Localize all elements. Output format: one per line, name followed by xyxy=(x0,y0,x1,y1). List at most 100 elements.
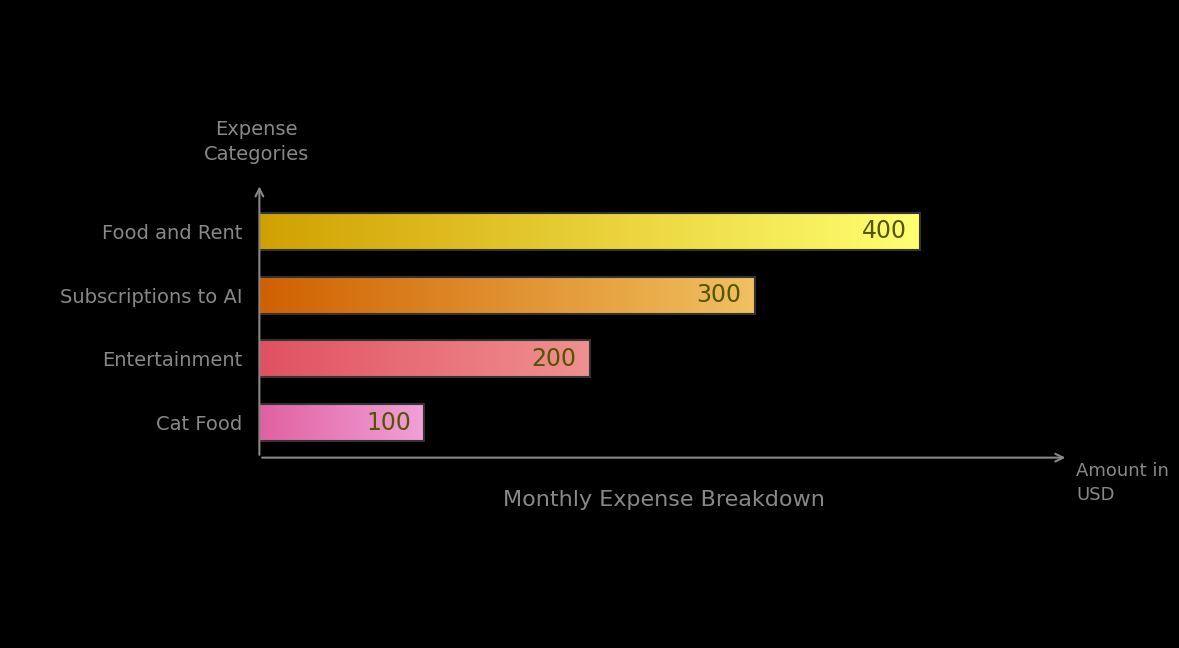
Bar xyxy=(585,213,588,250)
Bar xyxy=(354,277,356,314)
Bar xyxy=(337,277,340,314)
Bar xyxy=(706,213,710,250)
Bar xyxy=(581,340,584,377)
Bar xyxy=(710,277,712,314)
Bar xyxy=(277,340,279,377)
Bar xyxy=(297,213,299,250)
Bar xyxy=(882,213,885,250)
Bar xyxy=(737,277,739,314)
Bar xyxy=(612,213,614,250)
Bar xyxy=(558,340,560,377)
Bar xyxy=(470,213,474,250)
Bar xyxy=(270,213,274,250)
Bar xyxy=(581,213,584,250)
Bar xyxy=(487,277,489,314)
Bar xyxy=(722,213,725,250)
Bar xyxy=(408,404,410,441)
Bar xyxy=(573,277,575,314)
Bar xyxy=(554,213,558,250)
Bar xyxy=(627,213,630,250)
Bar xyxy=(633,213,637,250)
Bar xyxy=(350,340,353,377)
Bar xyxy=(394,404,395,441)
Bar xyxy=(354,404,355,441)
Bar xyxy=(348,213,350,250)
Bar xyxy=(516,340,519,377)
Bar xyxy=(292,277,295,314)
Bar xyxy=(743,277,745,314)
Bar xyxy=(364,404,365,441)
Bar xyxy=(285,277,289,314)
Bar xyxy=(309,404,310,441)
Bar xyxy=(408,404,409,441)
Bar xyxy=(598,213,601,250)
Bar xyxy=(414,213,416,250)
Bar xyxy=(414,340,415,377)
Bar xyxy=(567,213,571,250)
Bar xyxy=(285,340,288,377)
Bar xyxy=(341,404,342,441)
Bar xyxy=(401,404,402,441)
Bar xyxy=(367,213,370,250)
Bar xyxy=(513,340,514,377)
Bar xyxy=(400,404,401,441)
Bar xyxy=(465,340,466,377)
Bar xyxy=(368,277,370,314)
Bar xyxy=(516,213,520,250)
Bar xyxy=(329,404,330,441)
Bar xyxy=(305,404,307,441)
Bar xyxy=(666,213,670,250)
Bar xyxy=(473,340,475,377)
Bar xyxy=(387,404,388,441)
Bar xyxy=(584,340,586,377)
Bar xyxy=(298,404,299,441)
Bar xyxy=(383,340,386,377)
Bar xyxy=(466,277,468,314)
Bar xyxy=(437,340,440,377)
Bar xyxy=(915,213,918,250)
Bar xyxy=(648,213,652,250)
Bar xyxy=(468,213,472,250)
Bar xyxy=(613,277,615,314)
Bar xyxy=(486,340,488,377)
Bar xyxy=(315,213,317,250)
Bar xyxy=(358,213,362,250)
Bar xyxy=(528,213,531,250)
Bar xyxy=(585,277,587,314)
Bar xyxy=(483,277,487,314)
Bar xyxy=(473,277,475,314)
Bar xyxy=(489,340,492,377)
Bar xyxy=(357,340,360,377)
Bar xyxy=(375,277,377,314)
Bar xyxy=(479,277,481,314)
Bar xyxy=(527,277,529,314)
Bar xyxy=(858,213,861,250)
Bar xyxy=(299,277,302,314)
Bar xyxy=(532,213,535,250)
Bar xyxy=(354,404,355,441)
Bar xyxy=(330,277,332,314)
Bar xyxy=(360,404,361,441)
Bar xyxy=(314,404,315,441)
Bar xyxy=(483,213,487,250)
Bar xyxy=(610,213,612,250)
Bar xyxy=(614,213,617,250)
Bar xyxy=(702,213,705,250)
Bar xyxy=(358,404,360,441)
Bar xyxy=(679,277,681,314)
Bar xyxy=(338,404,340,441)
Bar xyxy=(696,213,698,250)
Bar xyxy=(371,404,373,441)
Bar xyxy=(440,277,442,314)
Bar xyxy=(353,404,354,441)
Bar xyxy=(421,404,422,441)
Bar xyxy=(449,340,452,377)
Bar xyxy=(684,277,686,314)
Bar xyxy=(340,404,341,441)
Bar xyxy=(887,213,890,250)
Bar xyxy=(351,213,355,250)
Bar xyxy=(395,277,397,314)
Bar xyxy=(917,213,921,250)
Bar xyxy=(673,277,677,314)
Bar xyxy=(367,404,369,441)
